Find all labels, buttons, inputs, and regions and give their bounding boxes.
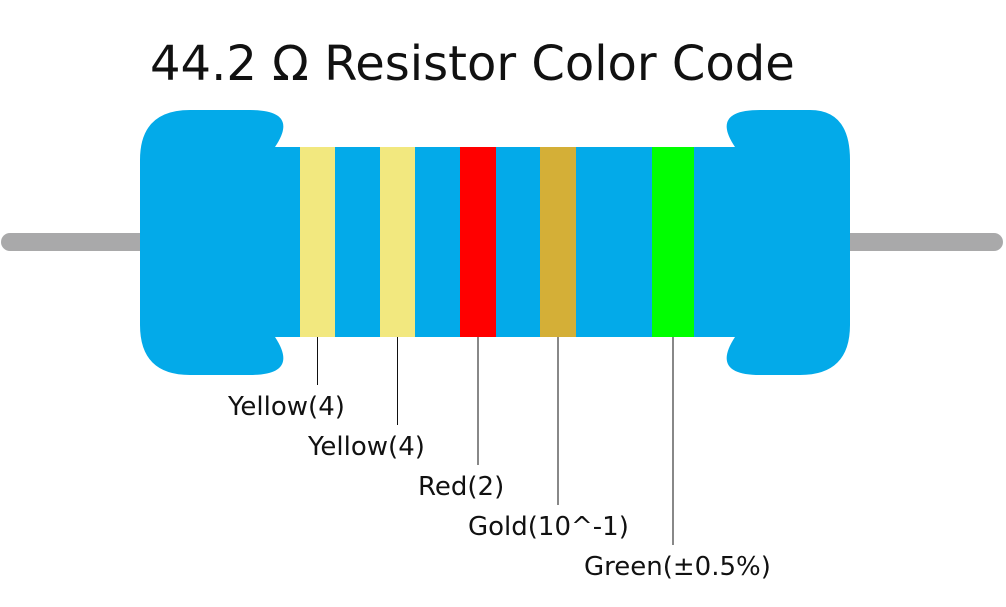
color-band — [460, 147, 496, 337]
color-band — [652, 147, 694, 337]
band-label: Green(±0.5%) — [584, 552, 771, 582]
band-label: Yellow(4) — [227, 392, 345, 422]
bands: Yellow(4) Yellow(4) Red(2) Gold(10^-1) Green… — [227, 147, 771, 582]
color-band — [300, 147, 335, 337]
title: 44.2 Ω Resistor Color Code — [150, 36, 795, 92]
band-label: Red(2) — [418, 472, 504, 502]
color-band — [540, 147, 576, 337]
band-label: Gold(10^-1) — [468, 512, 629, 542]
color-band — [380, 147, 415, 337]
band-label: Yellow(4) — [307, 432, 425, 462]
